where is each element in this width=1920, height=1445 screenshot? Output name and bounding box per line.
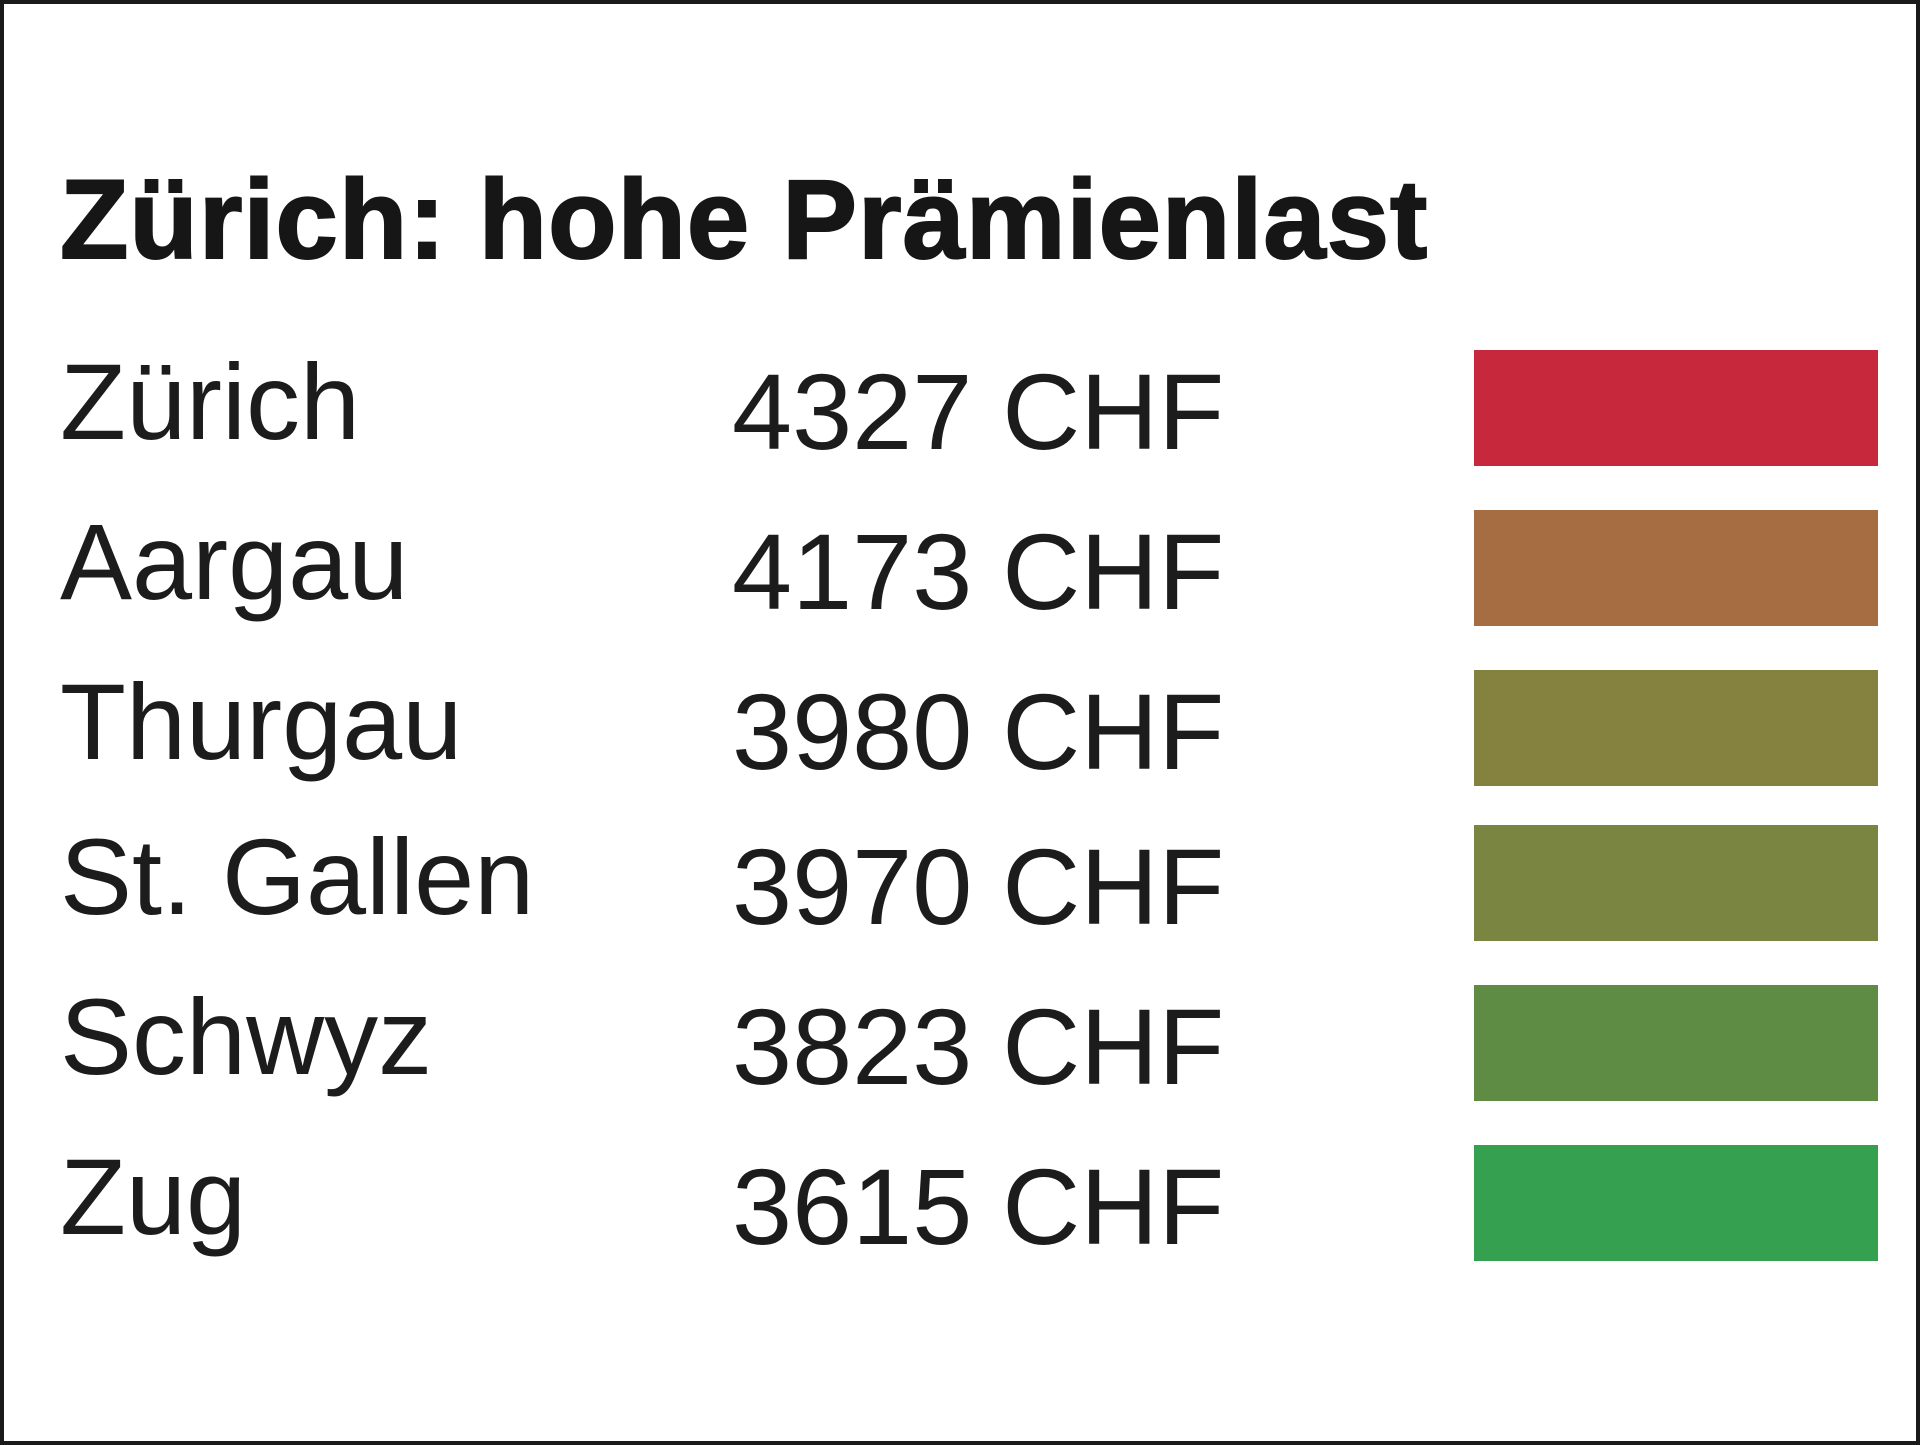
table-row: Zug 3615 CHF bbox=[4, 1121, 1920, 1281]
color-swatch bbox=[1474, 350, 1878, 466]
value-label: 3980 CHF bbox=[732, 671, 1225, 792]
canton-label: Zürich bbox=[60, 341, 361, 462]
value-label: 4173 CHF bbox=[732, 511, 1225, 632]
table-row: Aargau 4173 CHF bbox=[4, 486, 1920, 646]
table-row: Thurgau 3980 CHF bbox=[4, 646, 1920, 806]
canton-label: Schwyz bbox=[60, 976, 433, 1097]
color-swatch bbox=[1474, 1145, 1878, 1261]
canton-label: St. Gallen bbox=[60, 816, 535, 937]
value-label: 4327 CHF bbox=[732, 351, 1225, 472]
color-swatch bbox=[1474, 825, 1878, 941]
color-swatch bbox=[1474, 510, 1878, 626]
chart-title: Zürich: hohe Prämienlast bbox=[59, 157, 1429, 282]
value-label: 3823 CHF bbox=[732, 986, 1225, 1107]
value-label: 3970 CHF bbox=[732, 826, 1225, 947]
table-row: Schwyz 3823 CHF bbox=[4, 961, 1920, 1121]
table-row: St. Gallen 3970 CHF bbox=[4, 801, 1920, 961]
canton-label: Zug bbox=[60, 1136, 247, 1257]
color-swatch bbox=[1474, 985, 1878, 1101]
table-row: Zürich 4327 CHF bbox=[4, 326, 1920, 486]
canton-label: Thurgau bbox=[60, 661, 463, 782]
canton-label: Aargau bbox=[60, 501, 409, 622]
color-swatch bbox=[1474, 670, 1878, 786]
value-label: 3615 CHF bbox=[732, 1146, 1225, 1267]
